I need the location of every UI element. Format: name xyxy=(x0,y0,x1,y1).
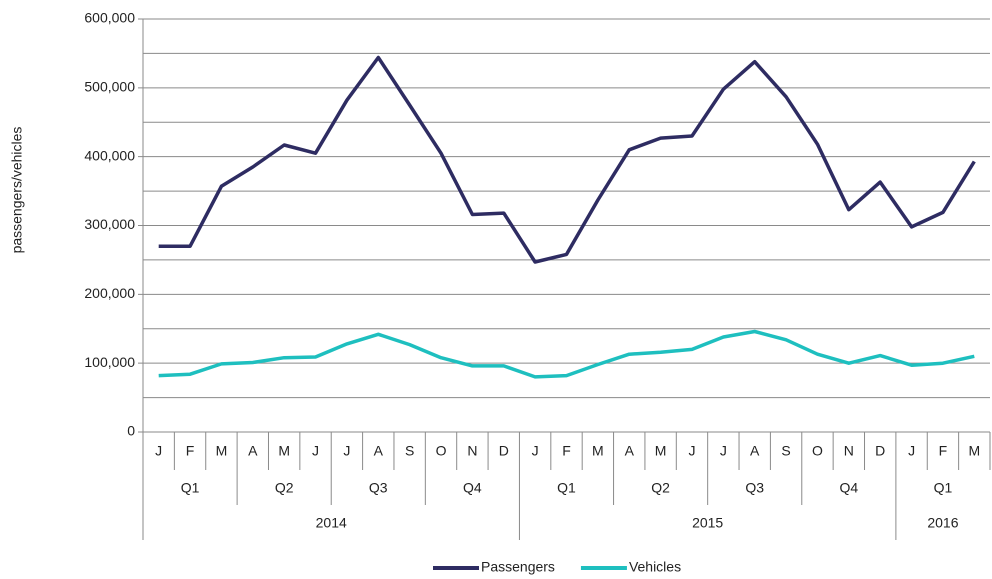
x-tick-label: A xyxy=(750,443,760,459)
x-tick-label: J xyxy=(908,443,915,459)
x-tick-label: A xyxy=(625,443,635,459)
x-tick-label: M xyxy=(216,443,228,459)
x-tick-label: O xyxy=(812,443,823,459)
series-line xyxy=(158,329,975,379)
quarter-label: Q3 xyxy=(745,480,764,496)
y-tick-label: 0 xyxy=(127,423,135,439)
y-axis-label: passengers/vehicles xyxy=(9,127,25,254)
x-tick-label: M xyxy=(655,443,667,459)
x-tick-label: S xyxy=(781,443,790,459)
y-tick-label: 400,000 xyxy=(84,147,135,163)
x-tick-label: S xyxy=(405,443,414,459)
y-tick-label: 300,000 xyxy=(84,216,135,232)
x-tick-label: O xyxy=(436,443,447,459)
quarter-label: Q3 xyxy=(369,480,388,496)
legend-label: Vehicles xyxy=(629,559,681,575)
x-tick-label: J xyxy=(312,443,319,459)
year-label: 2015 xyxy=(692,515,723,531)
x-tick-label: N xyxy=(844,443,854,459)
x-tick-label: D xyxy=(875,443,885,459)
quarter-label: Q1 xyxy=(181,480,200,496)
x-tick-label: F xyxy=(186,443,195,459)
x-tick-label: F xyxy=(939,443,948,459)
series-line xyxy=(158,55,976,264)
x-tick-label: J xyxy=(343,443,350,459)
x-tick-label: M xyxy=(592,443,604,459)
x-tick-label: J xyxy=(155,443,162,459)
y-tick-label: 600,000 xyxy=(84,10,135,26)
legend-label: Passengers xyxy=(481,559,555,575)
y-tick-label: 500,000 xyxy=(84,79,135,95)
year-label: 2016 xyxy=(927,515,958,531)
x-tick-label: M xyxy=(968,443,980,459)
quarter-label: Q2 xyxy=(651,480,670,496)
x-tick-label: M xyxy=(278,443,290,459)
quarter-label: Q4 xyxy=(463,480,482,496)
quarter-label: Q1 xyxy=(557,480,576,496)
quarter-label: Q4 xyxy=(839,480,858,496)
x-tick-label: J xyxy=(688,443,695,459)
y-tick-label: 100,000 xyxy=(84,354,135,370)
x-tick-label: A xyxy=(374,443,384,459)
quarter-label: Q2 xyxy=(275,480,294,496)
quarter-label: Q1 xyxy=(934,480,953,496)
x-tick-label: D xyxy=(499,443,509,459)
x-tick-label: J xyxy=(532,443,539,459)
x-tick-label: F xyxy=(562,443,571,459)
y-tick-label: 200,000 xyxy=(84,285,135,301)
x-tick-label: A xyxy=(248,443,258,459)
x-tick-label: N xyxy=(467,443,477,459)
x-tick-label: J xyxy=(720,443,727,459)
year-label: 2014 xyxy=(316,515,347,531)
